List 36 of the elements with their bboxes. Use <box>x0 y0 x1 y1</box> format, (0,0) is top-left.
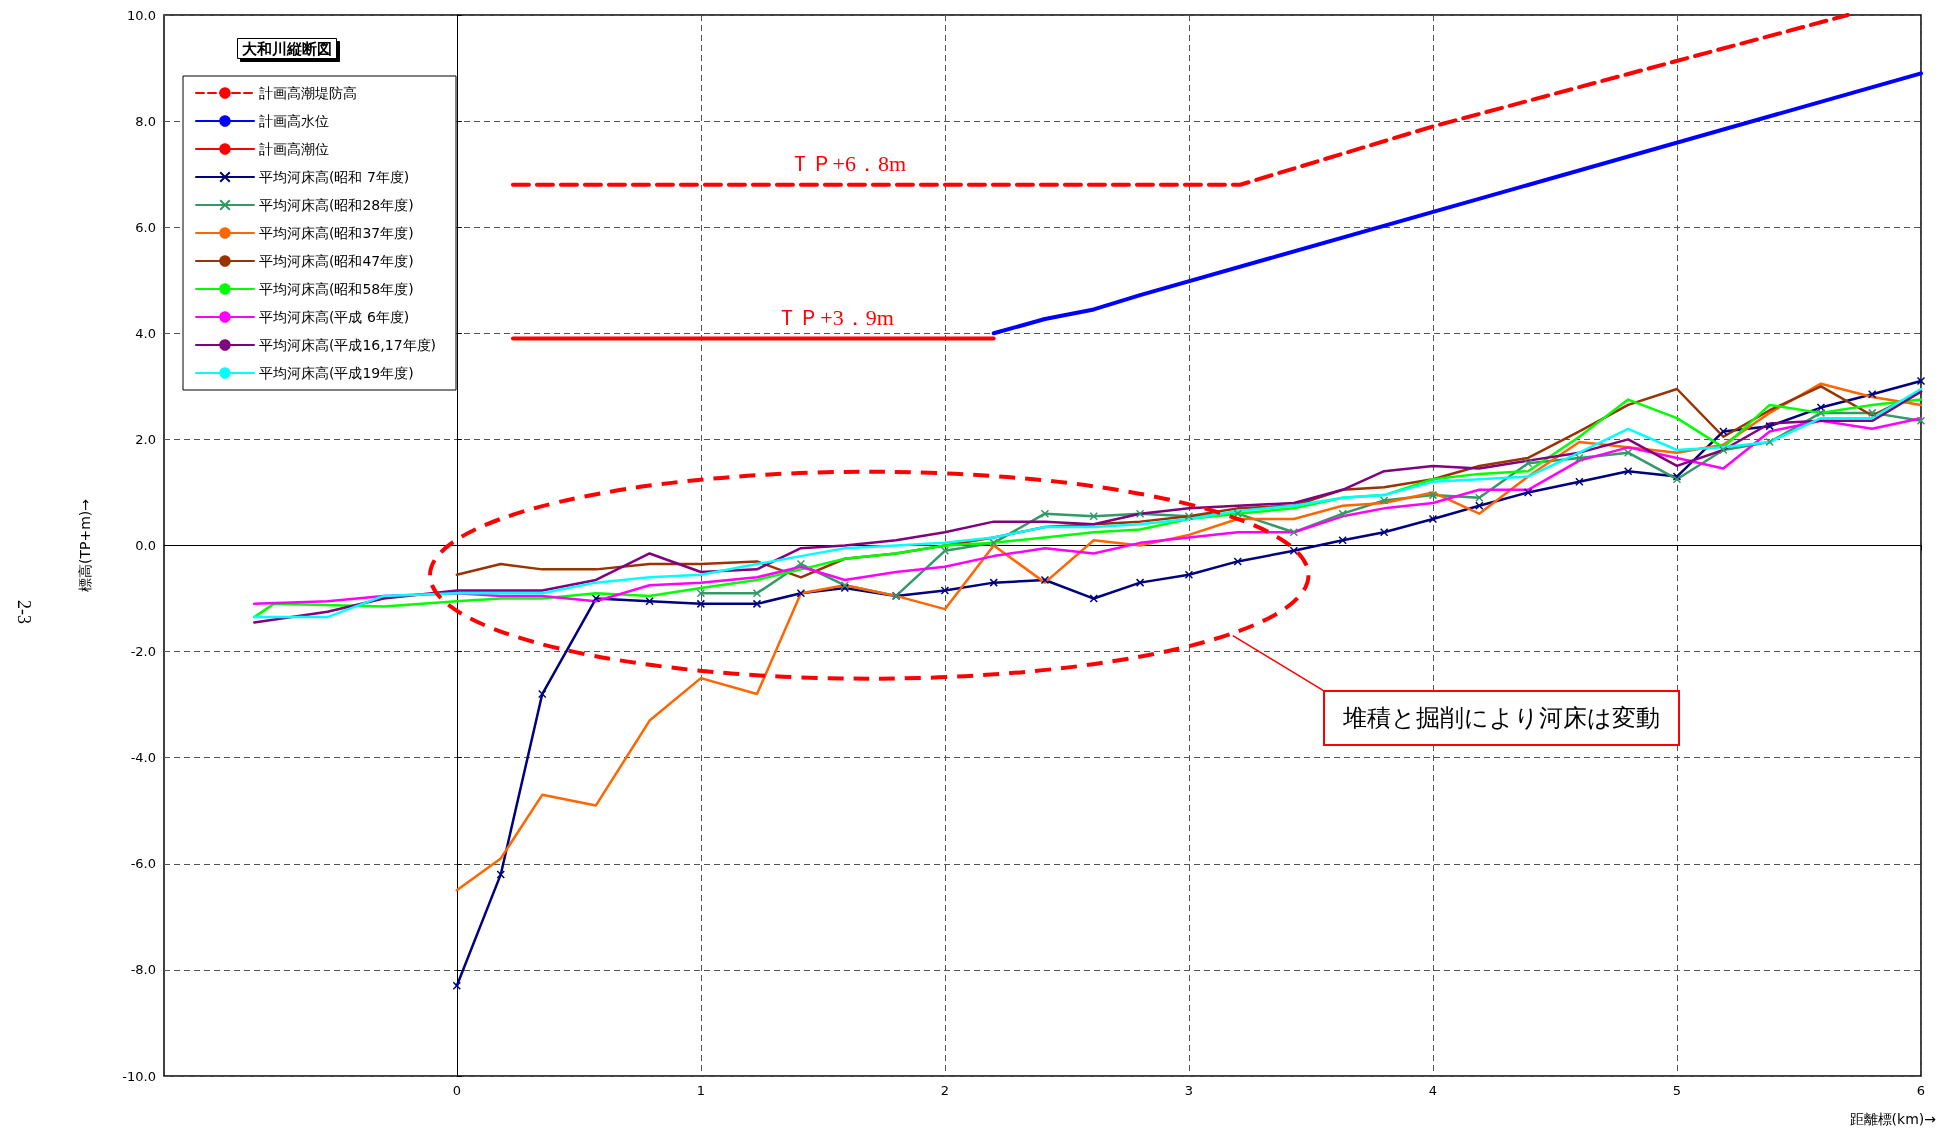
y-tick-label: -6.0 <box>130 856 156 872</box>
legend-label: 平均河床高(平成 6年度) <box>259 309 410 325</box>
text: 大和川縦断図 <box>242 39 332 58</box>
legend-label: 平均河床高(昭和47年度) <box>259 253 414 269</box>
annotation: ＴＰ+3．9m <box>776 303 894 332</box>
y-tick-label: 8.0 <box>135 113 156 129</box>
legend-label: 平均河床高(昭和 7年度) <box>259 169 410 185</box>
x-axis-title: 距離標(km)→ <box>1849 1111 1937 1127</box>
annotation: ＴＰ+6．8m <box>788 149 907 178</box>
legend-label: 平均河床高(昭和37年度) <box>259 225 414 241</box>
y-tick-label: -2.0 <box>130 644 156 660</box>
x-tick-label: 6 <box>1916 1083 1926 1098</box>
legend-label: 平均河床高(昭和28年度) <box>259 197 414 213</box>
x-tick-label: 1 <box>696 1083 705 1098</box>
y-tick-label: 2.0 <box>135 431 156 447</box>
legend-label: 平均河床高(昭和58年度) <box>259 281 414 297</box>
y-tick-label: -10.0 <box>122 1068 156 1084</box>
legend-label: 平均河床高(平成19年度) <box>259 365 414 381</box>
legend-label: 計画高潮堤防高 <box>259 85 357 101</box>
legend-label: 計画高水位 <box>259 113 329 129</box>
y-tick-label: -4.0 <box>130 750 156 766</box>
x-tick-label: 0 <box>452 1083 461 1098</box>
y-tick-label: 4.0 <box>135 325 156 341</box>
y-tick-label: -8.0 <box>130 962 156 978</box>
legend-label: 計画高潮位 <box>259 141 329 157</box>
y-axis-title: 標高(TP+m)→ <box>77 498 93 593</box>
legend-label: 平均河床高(平成16,17年度) <box>259 337 437 353</box>
text: 2-3 <box>13 600 34 624</box>
x-tick-label: 5 <box>1672 1083 1682 1098</box>
x-tick-label: 4 <box>1428 1083 1438 1098</box>
x-tick-label: 2 <box>940 1083 950 1098</box>
y-tick-label: 6.0 <box>135 219 156 235</box>
annotation: 堆積と掘削により河床は変動 <box>1323 690 1681 747</box>
x-tick-label: 3 <box>1184 1083 1194 1098</box>
y-tick-label: 10.0 <box>127 7 156 23</box>
y-tick-label: 0.0 <box>135 538 156 553</box>
